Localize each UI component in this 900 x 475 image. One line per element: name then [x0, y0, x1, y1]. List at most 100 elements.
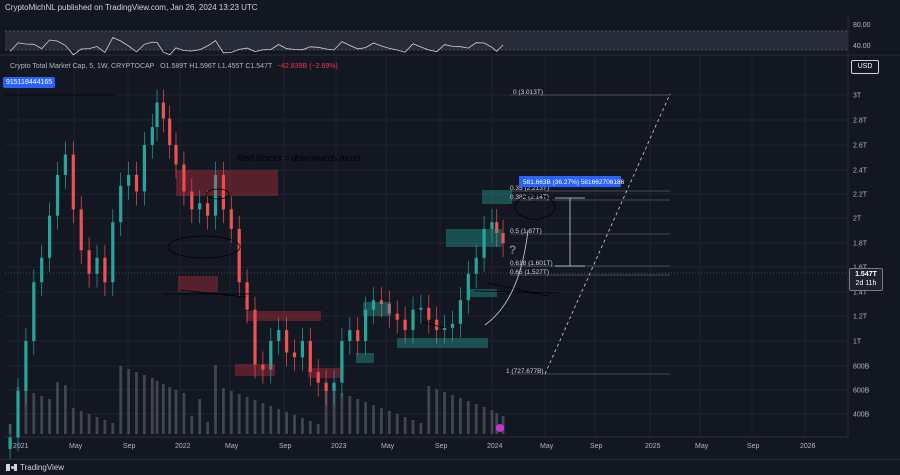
volume-bar [40, 396, 44, 434]
candle-body [277, 330, 281, 341]
volume-bar [143, 375, 146, 434]
candle-body [292, 352, 297, 358]
candle-body [155, 102, 159, 128]
candle-body [182, 164, 186, 192]
candle-body [285, 330, 289, 353]
hand-circle [167, 235, 241, 259]
volume-bar [24, 390, 28, 434]
volume-bar [372, 405, 375, 434]
volume-bar [64, 385, 67, 434]
time-axis-tick: 2026 [800, 443, 816, 450]
volume-bar [150, 378, 154, 434]
range-box-label: 581.663B (36.27%) 581662706186 [523, 179, 625, 186]
fib-label: 1 (727.677B) [506, 368, 544, 375]
red-block [178, 276, 218, 292]
volume-bar [451, 395, 454, 434]
candle-body [103, 257, 107, 283]
candle-body [95, 257, 99, 274]
rsi-axis-tick: 40.00 [853, 43, 871, 50]
note-text: Red blocks = downwards trend. [237, 153, 363, 163]
fib-label: 0 (3.013T) [513, 89, 543, 96]
volume-bar [161, 384, 165, 434]
candle-body [403, 319, 407, 331]
candle-body [142, 144, 146, 192]
red-block [235, 364, 275, 376]
volume-bar [229, 391, 233, 434]
time-axis-tick: 2021 [13, 443, 29, 450]
volume-bar [356, 399, 360, 434]
currency-button[interactable]: USD [851, 60, 879, 74]
symbol-title: Crypto Total Market Cap, 5, 1W, CRYPTOCA… [10, 63, 155, 70]
volume-bar [56, 382, 59, 434]
event-icon [496, 424, 504, 432]
chart-area[interactable]: 3T2.8T2.6T2.4T2.2T2T1.8T1.6T1.4T1.2T1T80… [0, 15, 900, 459]
price-axis-tick: 800B [853, 364, 870, 371]
candle-body [127, 174, 131, 186]
volume-bar [71, 408, 75, 434]
candle-body [150, 127, 154, 145]
volume-bar [293, 415, 296, 434]
time-axis-tick: May [381, 443, 395, 450]
candle-body [206, 203, 210, 216]
volume-bar [277, 409, 281, 434]
candle-body [435, 319, 439, 331]
green-block [363, 302, 391, 316]
volume-bar [245, 397, 249, 434]
candle-body [55, 174, 60, 216]
volume-bar [119, 366, 123, 434]
hand-circle [514, 194, 556, 220]
volume-bar [443, 392, 446, 434]
price-axis-tick: 1T [853, 339, 862, 346]
volume-bar [190, 416, 194, 434]
green-block [467, 289, 497, 297]
candle-body [16, 390, 20, 438]
volume-bar [285, 412, 288, 434]
price-axis-tick: 400B [853, 412, 870, 419]
volume-bar [501, 416, 505, 434]
range-box [519, 176, 621, 187]
hand-arrow [421, 321, 446, 329]
candle-body [213, 174, 218, 216]
candle-body [198, 203, 202, 210]
volume-bar [198, 399, 202, 434]
price-axis-tick: 2.2T [853, 192, 868, 199]
volume-bar [340, 393, 344, 434]
volume-bar [332, 390, 336, 434]
chart-background [0, 15, 900, 459]
question-mark: ? [509, 243, 516, 257]
candle-body [221, 174, 225, 210]
volume-bar [403, 417, 407, 434]
candle-body [229, 209, 233, 229]
volume-bar [482, 407, 486, 434]
red-block [176, 170, 278, 196]
volume-bar [495, 413, 499, 434]
candle-body [387, 303, 391, 314]
tradingview-icon [6, 464, 17, 471]
price-chart[interactable]: 3T2.8T2.6T2.4T2.2T2T1.8T1.6T1.4T1.2T1T80… [0, 15, 900, 459]
candle-body [324, 382, 328, 391]
green-block [356, 353, 374, 363]
volume-bar [269, 406, 273, 434]
time-axis-tick: Sep [747, 443, 760, 450]
candle-body [79, 209, 83, 251]
volume-bar [174, 390, 178, 434]
volume-bar [135, 372, 138, 434]
volume-bar [474, 404, 478, 434]
candle-body [364, 309, 368, 341]
green-block [446, 229, 502, 247]
candle-body [348, 330, 352, 341]
candle-body [174, 144, 178, 165]
volume-bar [490, 410, 494, 434]
volume-bar [316, 424, 320, 434]
candle-body [450, 323, 455, 328]
candle-body [168, 118, 172, 145]
volume-bar [427, 386, 431, 434]
candle-body [71, 154, 75, 210]
tradingview-logo[interactable]: TradingView [6, 460, 64, 475]
candle-body [111, 222, 115, 283]
time-axis-tick: May [695, 443, 709, 450]
time-axis-tick: May [540, 443, 554, 450]
volume-bar [324, 387, 328, 434]
hand-arrow [473, 290, 561, 294]
volume-bar [48, 399, 51, 434]
